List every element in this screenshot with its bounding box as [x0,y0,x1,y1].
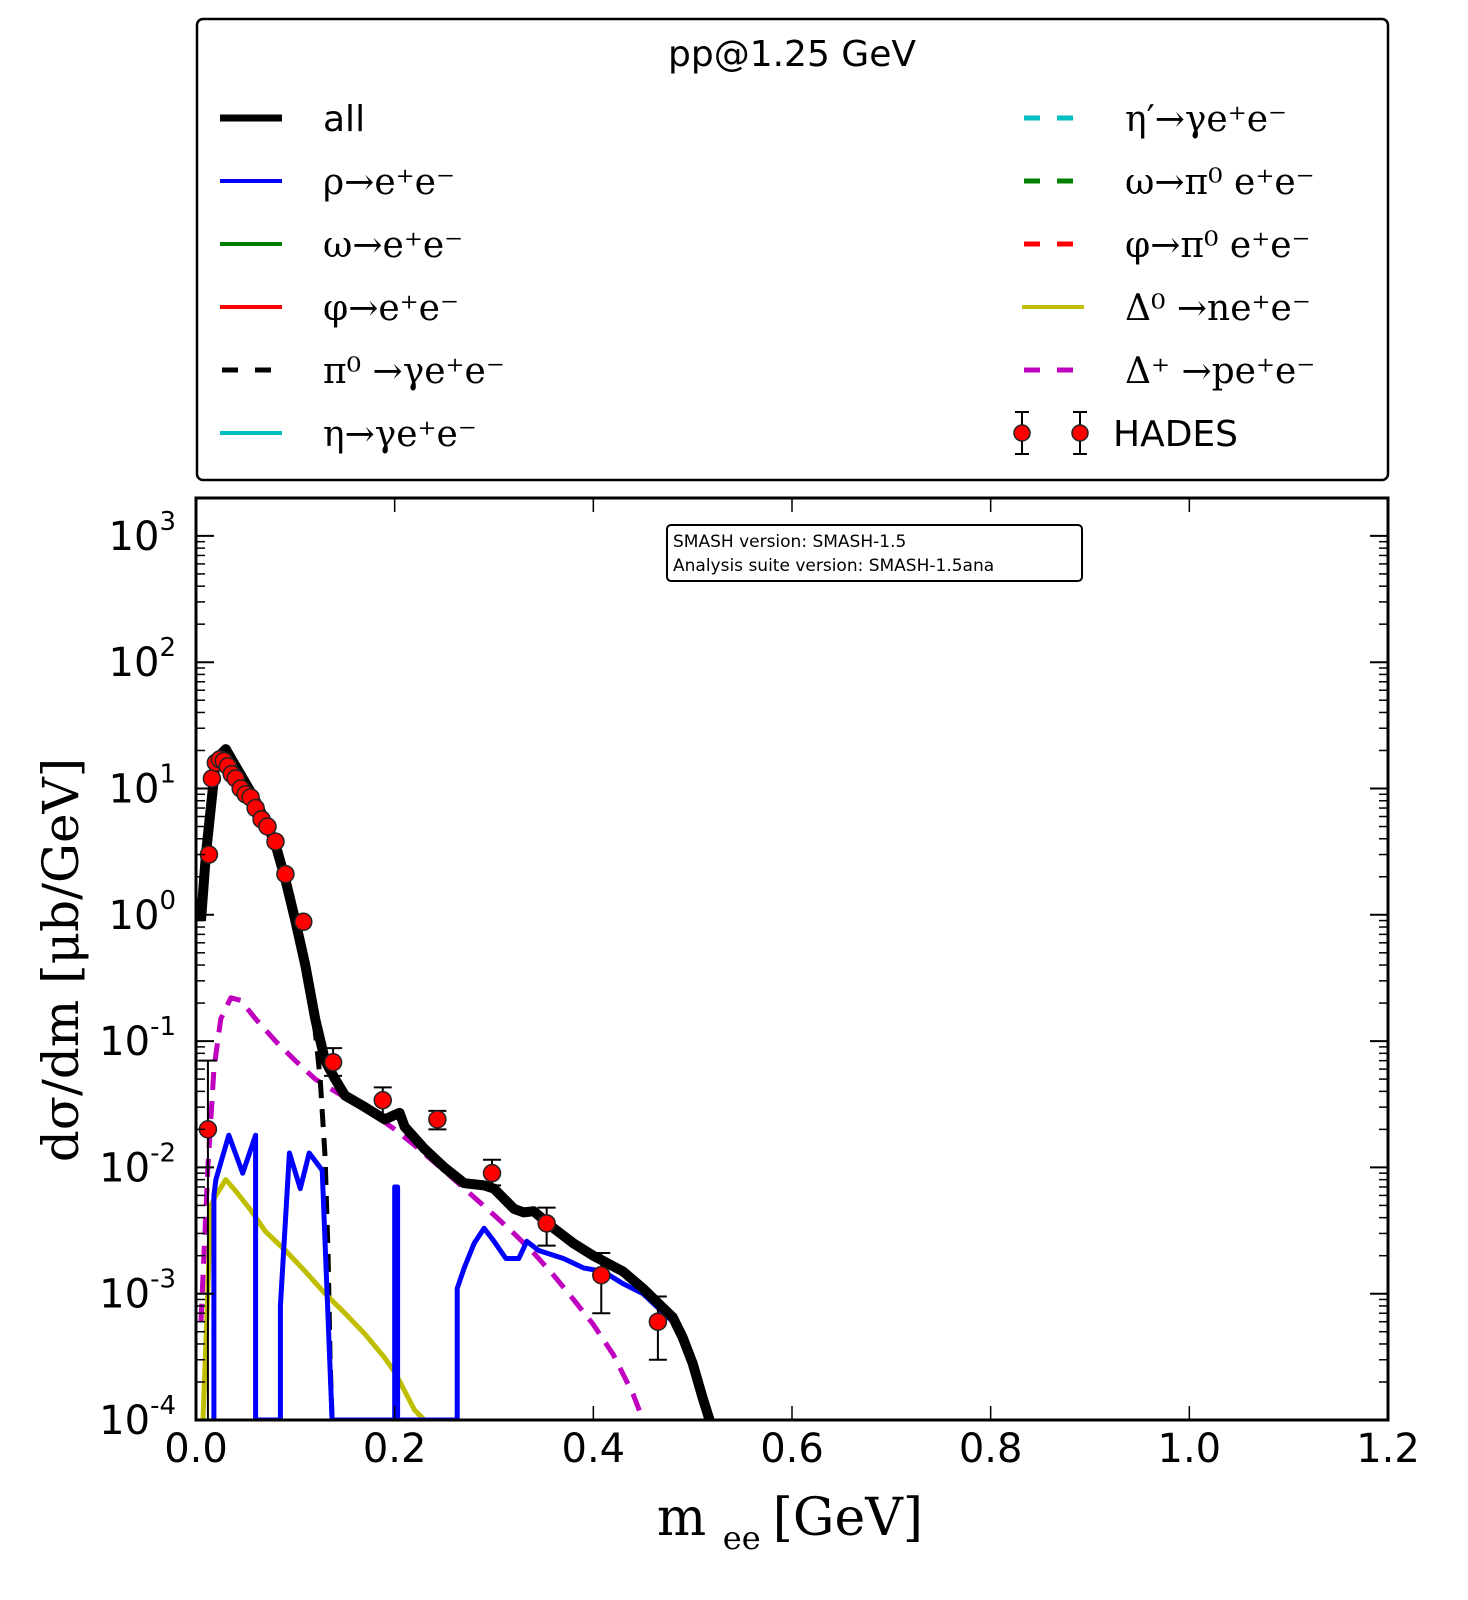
legend-label: all [323,99,365,140]
legend-marker-icon [1071,424,1089,442]
y-tick-label: 10-1 [99,1012,176,1065]
legend-label: ρ→e⁺e⁻ [323,162,455,203]
y-tick-exponent: -4 [150,1391,176,1421]
hades-data-layer [198,750,668,1420]
y-tick-label: 101 [109,759,176,812]
y-tick-exponent: -1 [150,1012,176,1042]
hades-data-point [482,1163,502,1183]
y-tick-base: 10 [109,893,160,939]
plot-frame [194,496,1390,1422]
x-tick-label: 0.4 [562,1426,626,1472]
legend-left-column: all ρ→e⁺e⁻ ω→e⁺e⁻ φ→e⁺e⁻ π⁰ →γe⁺e⁻ η→γe⁺e⁻ [220,99,505,455]
legend-entry-e-e: η→γe⁺e⁻ [220,414,477,455]
y-tick-label: 10-4 [99,1391,176,1444]
legend-label: η′→γe⁺e⁻ [1125,99,1287,140]
y-tick-base: 10 [109,514,160,560]
legend-label: π⁰ →γe⁺e⁻ [323,351,505,392]
y-tick-label: 100 [109,886,176,939]
legend-entry-0-e-e: ω→π⁰ e⁺e⁻ [1024,162,1315,203]
hades-data-point [428,1110,447,1129]
hades-data-point [202,769,222,788]
y-tick-exponent: 3 [159,507,176,537]
plot-area: SMASH version: SMASH-1.5 Analysis suite … [194,496,1390,1422]
hades-data-point [537,1214,556,1233]
x-tick-label: 1.0 [1158,1426,1222,1472]
legend-entry-pe-e: Δ⁺ →pe⁺e⁻ [1024,351,1315,392]
x-tick-label: 0.8 [959,1426,1023,1472]
x-tick-label: 1.2 [1356,1426,1420,1472]
y-tick-label: 10-3 [99,1265,176,1318]
x-tick-label: 0.6 [760,1426,824,1472]
x-tick-label: 0.0 [164,1426,228,1472]
legend-entry-hades: HADES [1013,411,1238,455]
y-tick-base: 10 [99,1272,150,1318]
x-tick-label: 0.2 [363,1426,427,1472]
y-tick-exponent: -2 [150,1138,176,1168]
x-axis-title-subscript: ee [723,1519,761,1557]
y-axis-title: dσ/dm [μb/GeV] [32,758,90,1162]
plot-background [196,498,1388,1420]
legend-entry-0-ne-e: Δ⁰ →ne⁺e⁻ [1022,288,1311,329]
legend-entry-e-e: ρ→e⁺e⁻ [220,162,455,203]
hades-data-point [373,1091,392,1110]
version-annotation: SMASH version: SMASH-1.5 Analysis suite … [666,524,1083,582]
hades-data-point [323,1053,343,1072]
legend-entry-0-e-e: π⁰ →γe⁺e⁻ [222,351,505,392]
smash-version-text: SMASH version: SMASH-1.5 [673,532,906,552]
hades-data-point [648,1312,668,1331]
y-tick-exponent: 1 [159,759,176,789]
legend-right-column: η′→γe⁺e⁻ ω→π⁰ e⁺e⁻ φ→π⁰ e⁺e⁻ Δ⁰ →ne⁺e⁻ Δ⁺ →p… [1013,99,1315,455]
legend-entry-0-e-e: φ→π⁰ e⁺e⁻ [1024,225,1311,266]
version-annotation-box [666,524,1083,582]
hades-data-point [266,832,285,851]
y-tick-label: 102 [109,633,176,686]
y-tick-base: 10 [99,1145,150,1191]
legend-entry-e-e: ω→e⁺e⁻ [220,225,463,266]
y-tick-base: 10 [109,766,160,812]
analysis-suite-version-text: Analysis suite version: SMASH-1.5ana [673,556,994,576]
legend-entry-e-e: η′→γe⁺e⁻ [1024,99,1287,140]
legend-label: Δ⁺ →pe⁺e⁻ [1125,351,1315,392]
legend-label: ω→e⁺e⁻ [323,225,463,266]
legend-entry-all: all [220,99,365,140]
legend: pp@1.25 GeV all ρ→e⁺e⁻ ω→e⁺e⁻ φ→e⁺e⁻ π⁰ →γe⁺… [195,17,1390,482]
y-tick-base: 10 [99,1398,150,1444]
y-tick-exponent: -3 [150,1265,176,1295]
hades-data-point [276,864,295,884]
hades-data-point [294,912,313,932]
x-axis-title: m ee [GeV] [657,1488,923,1557]
chart-title: pp@1.25 GeV [668,34,916,75]
x-axis-title-text: m [657,1488,706,1548]
y-tick-base: 10 [99,1019,150,1065]
y-tick-label: 10-2 [99,1138,176,1191]
legend-label: HADES [1113,414,1238,455]
hades-data-point [258,817,277,836]
legend-entry-e-e: φ→e⁺e⁻ [220,288,459,329]
legend-frame [195,17,1390,482]
x-tick-labels: 0.0 0.2 0.4 0.6 0.8 1.0 1.2 [164,1426,1420,1472]
legend-label: φ→π⁰ e⁺e⁻ [1125,225,1311,266]
x-axis-title-unit: [GeV] [773,1488,923,1548]
legend-marker-icon [1013,424,1031,442]
legend-label: ω→π⁰ e⁺e⁻ [1125,162,1315,203]
y-tick-base: 10 [109,640,160,686]
y-tick-label: 103 [109,507,176,560]
hades-data-point [592,1265,611,1285]
legend-label: φ→e⁺e⁻ [323,288,459,329]
series-line-e-e [211,1132,712,1420]
y-tick-exponent: 2 [159,633,176,663]
legend-label: η→γe⁺e⁻ [323,414,477,455]
y-tick-exponent: 0 [159,886,176,916]
legend-label: Δ⁰ →ne⁺e⁻ [1125,288,1311,329]
